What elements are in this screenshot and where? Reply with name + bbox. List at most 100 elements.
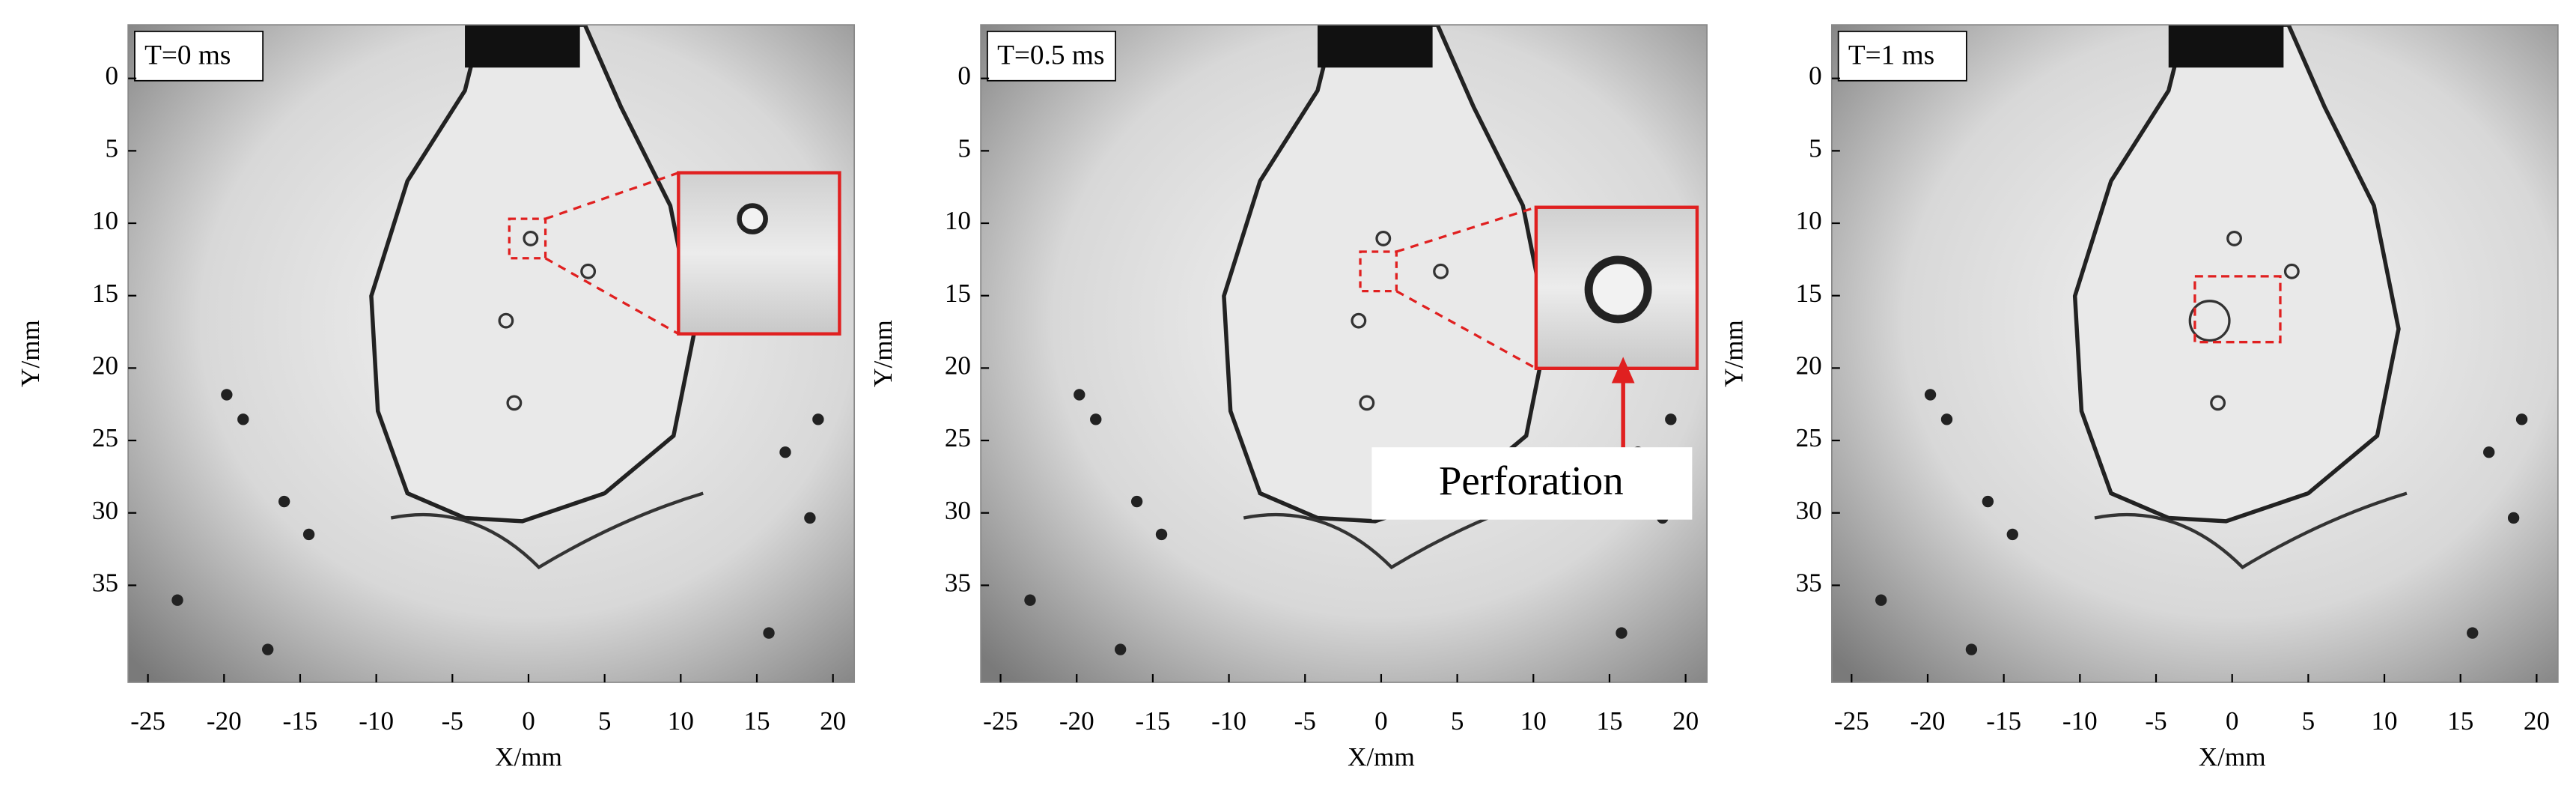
droplet [2006, 528, 2018, 541]
y-axis-label: Y/mm [868, 320, 898, 387]
x-tick-label: -15 [283, 706, 318, 736]
spray-sheet [2072, 25, 2401, 524]
bubble [2283, 263, 2300, 279]
droplet [2467, 627, 2479, 639]
photo [1831, 25, 2558, 682]
bubble [1375, 230, 1392, 246]
droplet [1875, 594, 1887, 606]
x-tick-label: 0 [522, 706, 535, 736]
x-tick-label: 20 [2524, 706, 2550, 736]
x-tick-label: 20 [1672, 706, 1699, 736]
x-tick-label: -20 [207, 706, 242, 736]
photo [128, 25, 855, 682]
y-tick-label: 30 [945, 496, 971, 525]
x-tick-label: 5 [2302, 706, 2315, 736]
bubble [523, 230, 539, 246]
droplet [302, 528, 315, 541]
y-tick-label: 10 [1796, 206, 1822, 235]
panel: T=1 ms -25 -20 -15 -10 -5 0 5 10 15 20 0 5 10 15 20 25 30… [1720, 24, 2559, 772]
x-tick-label: 10 [1520, 706, 1547, 736]
droplet [1090, 413, 1102, 425]
frame [980, 24, 1708, 683]
x-tick-label: 0 [2226, 706, 2239, 736]
droplet [1665, 413, 1677, 425]
droplet [804, 512, 816, 524]
x-tick-label: 5 [598, 706, 612, 736]
x-tick-label: -5 [442, 706, 463, 736]
droplet [1130, 495, 1143, 508]
y-tick-label: 20 [1796, 351, 1822, 380]
x-tick-label: 5 [1451, 706, 1464, 736]
x-tick-label: -10 [359, 706, 394, 736]
x-tick-label: 10 [668, 706, 694, 736]
spray-sheet [1222, 25, 1550, 524]
inset-bubble [737, 203, 768, 234]
y-tick-label: 25 [92, 423, 118, 452]
x-tick-label: 15 [2447, 706, 2473, 736]
x-axis-label: X/mm [1348, 742, 1415, 772]
droplet [763, 627, 775, 639]
time-label-box [1837, 31, 1967, 82]
time-label-box [134, 31, 264, 82]
droplet [1024, 594, 1036, 606]
droplet [2515, 413, 2528, 425]
x-tick-label: -10 [2062, 706, 2098, 736]
spray-ligament [390, 491, 704, 570]
time-label: T=0 ms [144, 40, 231, 71]
time-label: T=0.5 ms [997, 40, 1104, 71]
y-tick-label: 30 [1796, 496, 1822, 525]
y-tick-label: 15 [1796, 279, 1822, 308]
droplet [2507, 512, 2520, 524]
y-tick-label: 15 [92, 279, 118, 308]
x-tick-label: -20 [1910, 706, 1946, 736]
droplet [262, 643, 274, 655]
x-tick-label: -25 [1834, 706, 1869, 736]
zoom-box [1359, 250, 1398, 293]
y-axis-label: Y/mm [16, 320, 45, 387]
bubble [1351, 312, 1367, 329]
droplet [278, 495, 290, 508]
y-tick-label: 20 [945, 351, 971, 380]
x-tick-label: 15 [743, 706, 770, 736]
x-tick-label: 20 [820, 706, 846, 736]
y-tick-label: 35 [945, 568, 971, 597]
annotation-box [1371, 447, 1693, 520]
droplet [221, 389, 233, 401]
y-tick-label: 35 [92, 568, 118, 597]
droplet [2483, 446, 2495, 458]
frame [127, 24, 856, 683]
y-tick-label: 10 [945, 206, 971, 235]
highlight-box [2193, 275, 2282, 344]
zoom-line [544, 257, 680, 336]
y-tick-label: 35 [1796, 568, 1822, 597]
droplet [1155, 528, 1168, 541]
x-tick-label: -15 [1986, 706, 2021, 736]
y-tick-label: 30 [92, 496, 118, 525]
nozzle [465, 25, 580, 68]
y-tick-label: 25 [1796, 423, 1822, 452]
x-tick-label: -5 [1294, 706, 1316, 736]
bubble [580, 263, 597, 279]
y-tick-label: 15 [945, 279, 971, 308]
arrow-head [1611, 357, 1635, 384]
zoom-box [508, 217, 547, 260]
spray-sheet [369, 25, 698, 524]
x-tick-label: -10 [1211, 706, 1246, 736]
droplet [812, 413, 824, 425]
x-tick-label: 10 [2371, 706, 2397, 736]
nozzle [1318, 25, 1433, 68]
x-tick-label: -15 [1136, 706, 1171, 736]
y-tick-label: 5 [957, 133, 971, 163]
bubble [2210, 395, 2226, 411]
bubble [1359, 395, 1375, 411]
x-tick-label: -20 [1059, 706, 1094, 736]
x-axis-label: X/mm [495, 742, 562, 772]
zoom-line [1395, 206, 1537, 253]
spray-ligament [2094, 491, 2408, 570]
droplet [1982, 495, 1994, 508]
droplet [1074, 389, 1085, 401]
x-tick-label: 15 [1596, 706, 1622, 736]
droplet [1616, 627, 1627, 639]
y-axis-label: Y/mm [1720, 320, 1749, 387]
droplet [1114, 643, 1127, 655]
